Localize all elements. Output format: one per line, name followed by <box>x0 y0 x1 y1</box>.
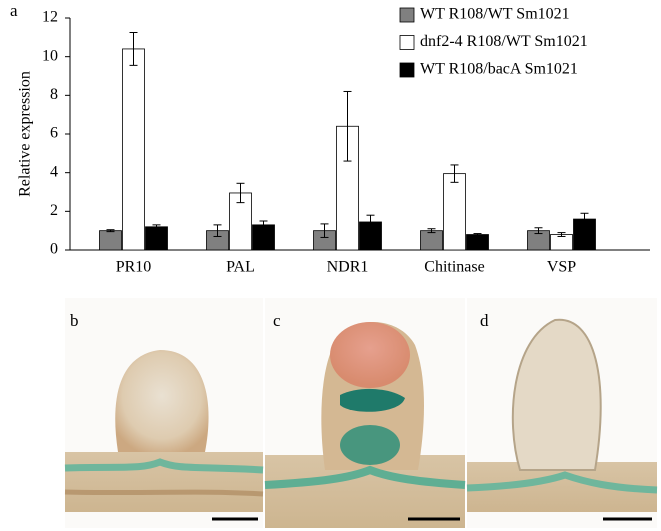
error-bar <box>580 212 589 226</box>
bar <box>99 230 122 251</box>
y-tick-label: 8 <box>50 86 58 103</box>
error-bar <box>236 182 245 204</box>
micrograph: b <box>64 298 264 528</box>
error-bar <box>473 233 482 236</box>
y-axis-label: Relative expression <box>17 71 34 197</box>
error-bar <box>534 227 543 235</box>
x-tick-label: Chitinase <box>424 259 484 276</box>
bar <box>420 230 443 251</box>
legend-label: WT R108/bacA Sm1021 <box>420 61 578 78</box>
panel-label: b <box>70 311 79 330</box>
y-tick-label: 6 <box>50 125 58 142</box>
error-bar <box>213 224 222 237</box>
panel-label: c <box>273 311 281 330</box>
bar <box>145 226 168 251</box>
bar <box>443 173 466 251</box>
panel-label: a <box>10 1 18 20</box>
y-tick-label: 2 <box>50 202 58 219</box>
x-tick-label: PAL <box>226 259 255 276</box>
error-bar <box>129 32 138 66</box>
legend-swatch <box>399 35 415 50</box>
error-bar <box>152 224 161 230</box>
y-tick-label: 10 <box>42 47 58 64</box>
error-bar <box>557 232 566 237</box>
error-bar <box>427 228 436 234</box>
micrograph: c <box>264 298 466 528</box>
bar <box>122 48 145 251</box>
error-bar <box>343 90 352 162</box>
y-tick-label: 12 <box>42 9 58 26</box>
x-tick-label: VSP <box>547 259 576 276</box>
error-bar <box>450 164 459 183</box>
bar <box>466 234 489 251</box>
bar-chart: 0 2 4 6 8 10 12 PR10 PAL NDR1 Chitinase VSP WT R108/… <box>42 6 650 276</box>
legend-label: WT R108/WT Sm1021 <box>420 6 570 23</box>
legend-swatch <box>399 62 415 78</box>
panel-label: d <box>480 311 489 330</box>
error-bar <box>366 214 375 230</box>
error-bar <box>259 220 268 230</box>
x-tick-label: NDR1 <box>327 259 369 276</box>
error-bar <box>320 223 329 238</box>
error-bar <box>106 229 115 233</box>
x-tick-label: PR10 <box>116 259 152 276</box>
y-tick-label: 4 <box>50 163 58 180</box>
legend-label: dnf2-4 R108/WT Sm1021 <box>420 33 588 50</box>
micrograph: d <box>466 298 658 528</box>
legend-swatch <box>399 7 415 23</box>
y-tick-label: 0 <box>50 241 58 258</box>
